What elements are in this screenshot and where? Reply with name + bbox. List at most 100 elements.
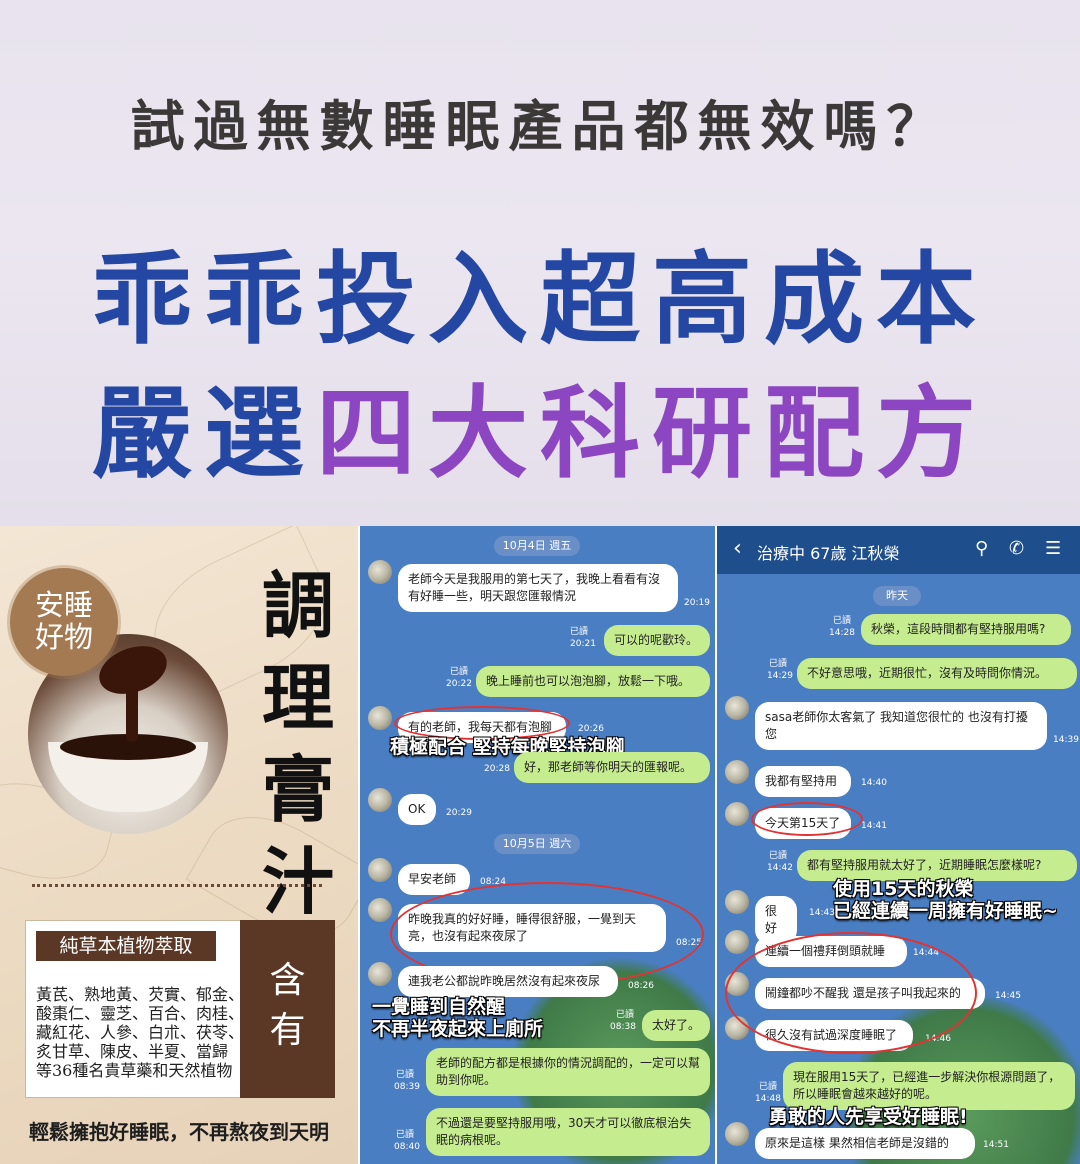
msg-time: 08:40 bbox=[394, 1142, 420, 1152]
msg-time: 14:48 bbox=[755, 1094, 781, 1104]
msg-time: 14:39 bbox=[1053, 735, 1079, 745]
title-char: 調 bbox=[261, 563, 334, 648]
menu-icon[interactable]: ☰ bbox=[1045, 538, 1062, 559]
avatar bbox=[368, 858, 392, 882]
seal-badge: 安睡 好物 bbox=[10, 568, 118, 676]
read-label: 已讀 bbox=[396, 1130, 415, 1140]
chat-screenshot-2: ‹ 治療中 67歲 江秋榮 ⚲ ✆ ☰ 昨天 已讀 14:28 秋榮，這段時間都… bbox=[717, 526, 1080, 1164]
highlight-circle bbox=[751, 802, 863, 836]
search-icon[interactable]: ⚲ bbox=[975, 538, 989, 559]
product-panel: 安睡 好物 調 理 膏 汁 純草本植物萃取 黃芪、熟地黃、芡實、郁金、 酸棗仁、… bbox=[0, 526, 358, 1164]
chat-message: 不過還是要堅持服用哦，30天才可以徹底根治失眠的病根呢。 bbox=[426, 1108, 710, 1156]
read-label: 已讀 bbox=[396, 1070, 415, 1080]
banner-headline-2-purple: 四大科研配方 bbox=[316, 375, 988, 492]
date-pill: 10月5日 週六 bbox=[494, 834, 580, 854]
msg-time: 14:40 bbox=[861, 778, 887, 788]
read-label: 已讀 bbox=[570, 627, 589, 637]
chat-message: 太好了。 bbox=[642, 1010, 710, 1041]
avatar bbox=[368, 788, 392, 812]
chat-screenshot-1: 10月4日 週五 老師今天是我服用的第七天了，我晚上看看有沒有好睡一些，明天跟您… bbox=[360, 526, 715, 1164]
msg-time: 14:42 bbox=[767, 863, 793, 873]
chat-message: 秋榮，這段時間都有堅持服用嗎? bbox=[861, 614, 1071, 645]
msg-time: 20:28 bbox=[484, 764, 510, 774]
chat-message: 連我老公都說昨晚居然沒有起來夜尿 bbox=[398, 966, 618, 997]
msg-time: 08:24 bbox=[480, 877, 506, 887]
caption-overlay: 一覺睡到自然醒 bbox=[372, 996, 506, 1018]
read-label: 已讀 bbox=[450, 667, 469, 677]
banner-question: 試過無數睡眠產品都無效嗎？ bbox=[130, 95, 950, 158]
read-label: 已讀 bbox=[833, 616, 852, 626]
msg-time: 20:19 bbox=[684, 598, 710, 608]
herb-line: 炙甘草、陳皮、半夏、當歸 bbox=[36, 1042, 229, 1061]
seal-line-1: 安睡 bbox=[34, 588, 93, 622]
banner-headline-1: 乖乖投入超高成本 bbox=[92, 241, 988, 358]
read-label: 已讀 bbox=[759, 1082, 778, 1092]
msg-time: 14:29 bbox=[767, 671, 793, 681]
chat-header: ‹ 治療中 67歲 江秋榮 ⚲ ✆ ☰ bbox=[717, 526, 1080, 574]
herb-line: 等36種名貴草藥和天然植物 bbox=[36, 1061, 233, 1080]
avatar bbox=[725, 930, 749, 954]
contains-label: 含 有 bbox=[240, 920, 335, 1098]
caption-overlay: 不再半夜起來上廁所 bbox=[372, 1018, 544, 1040]
caption-overlay: 已經連續一周擁有好睡眠~ bbox=[833, 900, 1058, 922]
syrup-bowl-image bbox=[28, 634, 228, 834]
avatar bbox=[368, 706, 392, 730]
chat-message: 我都有堅持用 bbox=[755, 766, 851, 797]
chat-message: 晚上睡前也可以泡泡腳，放鬆一下哦。 bbox=[476, 666, 710, 697]
msg-time: 08:38 bbox=[610, 1022, 636, 1032]
chat-message: 好，那老師等你明天的匯報呢。 bbox=[514, 752, 710, 783]
back-arrow-icon[interactable]: ‹ bbox=[733, 536, 742, 561]
msg-time: 20:26 bbox=[578, 724, 604, 734]
chat-message: OK bbox=[398, 794, 436, 825]
chat-message: 原來是這樣 果然相信老師是沒錯的 bbox=[755, 1128, 975, 1159]
title-char: 汁 bbox=[261, 839, 334, 924]
chat-message: sasa老師你太客氣了 我知道您很忙的 也沒有打擾您 bbox=[755, 702, 1047, 750]
dotted-divider bbox=[32, 884, 322, 887]
caption-overlay: 使用15天的秋榮 bbox=[833, 878, 974, 900]
msg-time: 20:21 bbox=[570, 639, 596, 649]
msg-time: 14:45 bbox=[995, 991, 1021, 1001]
avatar bbox=[725, 760, 749, 784]
msg-time: 14:51 bbox=[983, 1140, 1009, 1150]
read-label: 已讀 bbox=[769, 659, 788, 669]
chat-contact-name: 治療中 67歲 江秋榮 bbox=[757, 544, 900, 563]
chat-message: 老師的配方都是根據你的情況調配的，一定可以幫助到你呢。 bbox=[426, 1048, 710, 1096]
avatar bbox=[725, 1122, 749, 1146]
herb-line: 黃芪、熟地黃、芡實、郁金、 bbox=[36, 985, 245, 1004]
herb-list: 黃芪、熟地黃、芡實、郁金、 酸棗仁、靈芝、百合、肉桂、 藏紅花、人參、白朮、茯苓… bbox=[36, 985, 246, 1080]
msg-time: 14:43 bbox=[809, 908, 835, 918]
phone-icon[interactable]: ✆ bbox=[1009, 538, 1025, 559]
herb-line: 酸棗仁、靈芝、百合、肉桂、 bbox=[36, 1004, 245, 1023]
avatar bbox=[368, 962, 392, 986]
product-title-vertical: 調 理 膏 汁 bbox=[258, 560, 338, 928]
msg-time: 14:28 bbox=[829, 628, 855, 638]
avatar bbox=[368, 898, 392, 922]
highlight-circle bbox=[725, 932, 977, 1054]
chat-message: 可以的呢歡玲。 bbox=[604, 625, 710, 656]
contains-char: 含 bbox=[269, 960, 306, 1001]
herb-line: 藏紅花、人參、白朮、茯苓、 bbox=[36, 1023, 245, 1042]
seal-line-2: 好物 bbox=[34, 620, 93, 654]
title-char: 理 bbox=[261, 655, 334, 740]
hero-banner: 試過無數睡眠產品都無效嗎？ 乖乖投入超高成本 嚴選四大科研配方 bbox=[0, 0, 1080, 526]
read-label: 已讀 bbox=[616, 1010, 635, 1020]
chat-message: 老師今天是我服用的第七天了，我晚上看看有沒有好睡一些，明天跟您匯報情況 bbox=[398, 564, 678, 612]
contains-char: 有 bbox=[269, 1010, 306, 1051]
msg-time: 08:39 bbox=[394, 1082, 420, 1092]
highlight-circle bbox=[394, 706, 570, 740]
avatar bbox=[725, 696, 749, 720]
chat-message: 都有堅持服用就太好了，近期睡眠怎麼樣呢? bbox=[797, 850, 1077, 881]
msg-time: 14:41 bbox=[861, 821, 887, 831]
chat-message: 現在服用15天了，已經進一步解決你根源問題了，所以睡眠會越來越好的呢。 bbox=[783, 1062, 1075, 1110]
title-char: 膏 bbox=[261, 747, 334, 832]
banner-headline-2: 嚴選四大科研配方 bbox=[0, 352, 1080, 497]
caption-overlay: 勇敢的人先享受好睡眠! bbox=[769, 1106, 968, 1128]
msg-time: 20:29 bbox=[446, 808, 472, 818]
banner-headline-2-blue: 嚴選 bbox=[92, 375, 316, 492]
chat-message: 早安老師 bbox=[398, 864, 470, 895]
msg-time: 20:22 bbox=[446, 679, 472, 689]
avatar bbox=[725, 890, 749, 914]
product-slogan: 輕鬆擁抱好睡眠，不再熬夜到天明 bbox=[29, 1120, 329, 1144]
avatar bbox=[368, 560, 392, 584]
